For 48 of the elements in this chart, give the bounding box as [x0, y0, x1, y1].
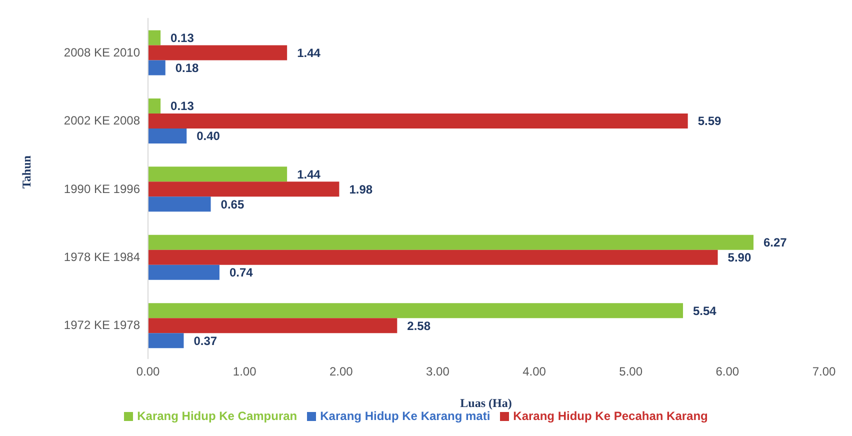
x-tick-label: 5.00 — [619, 364, 643, 379]
data-label: 0.18 — [175, 60, 200, 75]
x-axis-title: Luas (Ha) — [460, 396, 512, 410]
data-label: 0.74 — [229, 266, 254, 280]
bar — [148, 30, 161, 46]
data-label: 0.13 — [170, 99, 194, 114]
data-label: 0.40 — [196, 129, 220, 144]
x-tick-label: 7.00 — [812, 364, 836, 379]
y-tick-label: 1990 KE 1996 — [64, 182, 140, 196]
y-tick-label: 2008 KE 2010 — [64, 45, 140, 60]
bar — [148, 250, 718, 265]
y-tick-label: 1972 KE 1978 — [64, 318, 140, 332]
y-axis-title: Tahun — [19, 155, 34, 188]
bar — [148, 196, 211, 212]
data-label: 2.58 — [407, 318, 431, 333]
bar — [148, 60, 166, 76]
data-label: 5.54 — [693, 304, 717, 318]
x-tick-label: 4.00 — [522, 364, 546, 379]
bar — [148, 333, 184, 348]
bar — [148, 264, 220, 280]
bar — [148, 128, 187, 144]
bar — [148, 234, 754, 250]
bar — [148, 182, 340, 197]
data-label: 0.65 — [220, 197, 244, 212]
x-tick-label: 2.00 — [329, 364, 354, 379]
data-label: 5.59 — [698, 114, 722, 128]
data-label: 1.44 — [297, 167, 321, 182]
bar — [148, 98, 161, 114]
data-label: 6.27 — [764, 236, 788, 250]
data-label: 1.98 — [349, 182, 373, 196]
bar — [148, 166, 288, 182]
y-tick-label: 1978 KE 1984 — [64, 250, 140, 264]
legend-label: Karang Hidup Ke Karang mati — [320, 409, 490, 423]
bar — [148, 45, 288, 60]
legend-label: Karang Hidup Ke Pecahan Karang — [513, 409, 708, 423]
bar — [148, 303, 684, 318]
data-label: 5.90 — [728, 250, 752, 265]
legend-label: Karang Hidup Ke Campuran — [137, 409, 298, 423]
data-label: 1.44 — [297, 46, 321, 60]
data-label: 0.37 — [194, 334, 218, 348]
bar — [148, 318, 398, 334]
x-tick-label: 6.00 — [716, 364, 740, 379]
x-tick-label: 0.00 — [136, 364, 160, 379]
y-tick-label: 2002 KE 2008 — [64, 114, 140, 128]
x-tick-label: 3.00 — [426, 364, 450, 379]
x-tick-label: 1.00 — [232, 364, 257, 379]
data-label: 0.13 — [170, 30, 194, 45]
bar — [148, 113, 688, 128]
